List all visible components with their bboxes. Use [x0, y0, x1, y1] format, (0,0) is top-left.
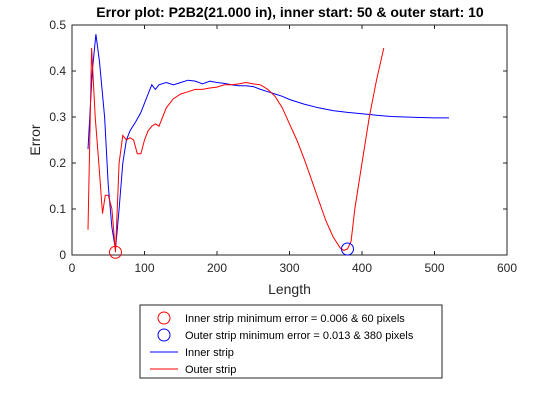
x-tick-label: 100 [134, 261, 154, 275]
min-error-marker-outer-strip [341, 242, 354, 256]
series-layer [87, 34, 449, 253]
x-tick-label: 0 [69, 261, 76, 275]
marker-layer [109, 242, 354, 259]
y-axis-label: Error [27, 124, 43, 155]
x-axis: 0 100 200 300 400 500 600 [69, 25, 517, 275]
y-axis: 0 0.1 0.2 0.3 0.4 0.5 [49, 18, 507, 262]
min-error-marker-inner-strip [109, 245, 122, 259]
series-line-inner-strip [87, 34, 449, 250]
legend-box [139, 304, 443, 379]
plot-area [71, 24, 508, 256]
legend-marker-symbol [157, 311, 171, 325]
legend-marker-symbol [157, 328, 171, 342]
legend-label-marker-1: Outer strip minimum error = 0.013 & 380 … [185, 330, 414, 342]
chart-title: Error plot: P2B2(21.000 in), inner start… [96, 4, 484, 20]
x-tick-label: 300 [279, 261, 299, 275]
y-tick-label: 0.4 [49, 64, 66, 78]
x-tick-label: 400 [352, 261, 372, 275]
y-tick-label: 0.5 [49, 18, 66, 32]
y-tick-label: 0.3 [49, 110, 66, 124]
y-tick-label: 0.2 [49, 156, 66, 170]
x-axis-label: Length [268, 281, 311, 297]
legend-label-series-1: Outer strip [185, 364, 236, 376]
series-line-outer-strip [87, 47, 385, 253]
x-tick-label: 600 [497, 261, 517, 275]
legend: Inner strip minimum error = 0.006 & 60 p… [139, 304, 443, 379]
x-tick-label: 200 [207, 261, 227, 275]
y-tick-label: 0 [59, 248, 66, 262]
x-tick-label: 500 [424, 261, 444, 275]
legend-label-marker-0: Inner strip minimum error = 0.006 & 60 p… [185, 313, 405, 325]
legend-entries: Inner strip minimum error = 0.006 & 60 p… [150, 311, 414, 376]
legend-label-series-0: Inner strip [185, 347, 234, 359]
y-tick-label: 0.1 [49, 202, 66, 216]
